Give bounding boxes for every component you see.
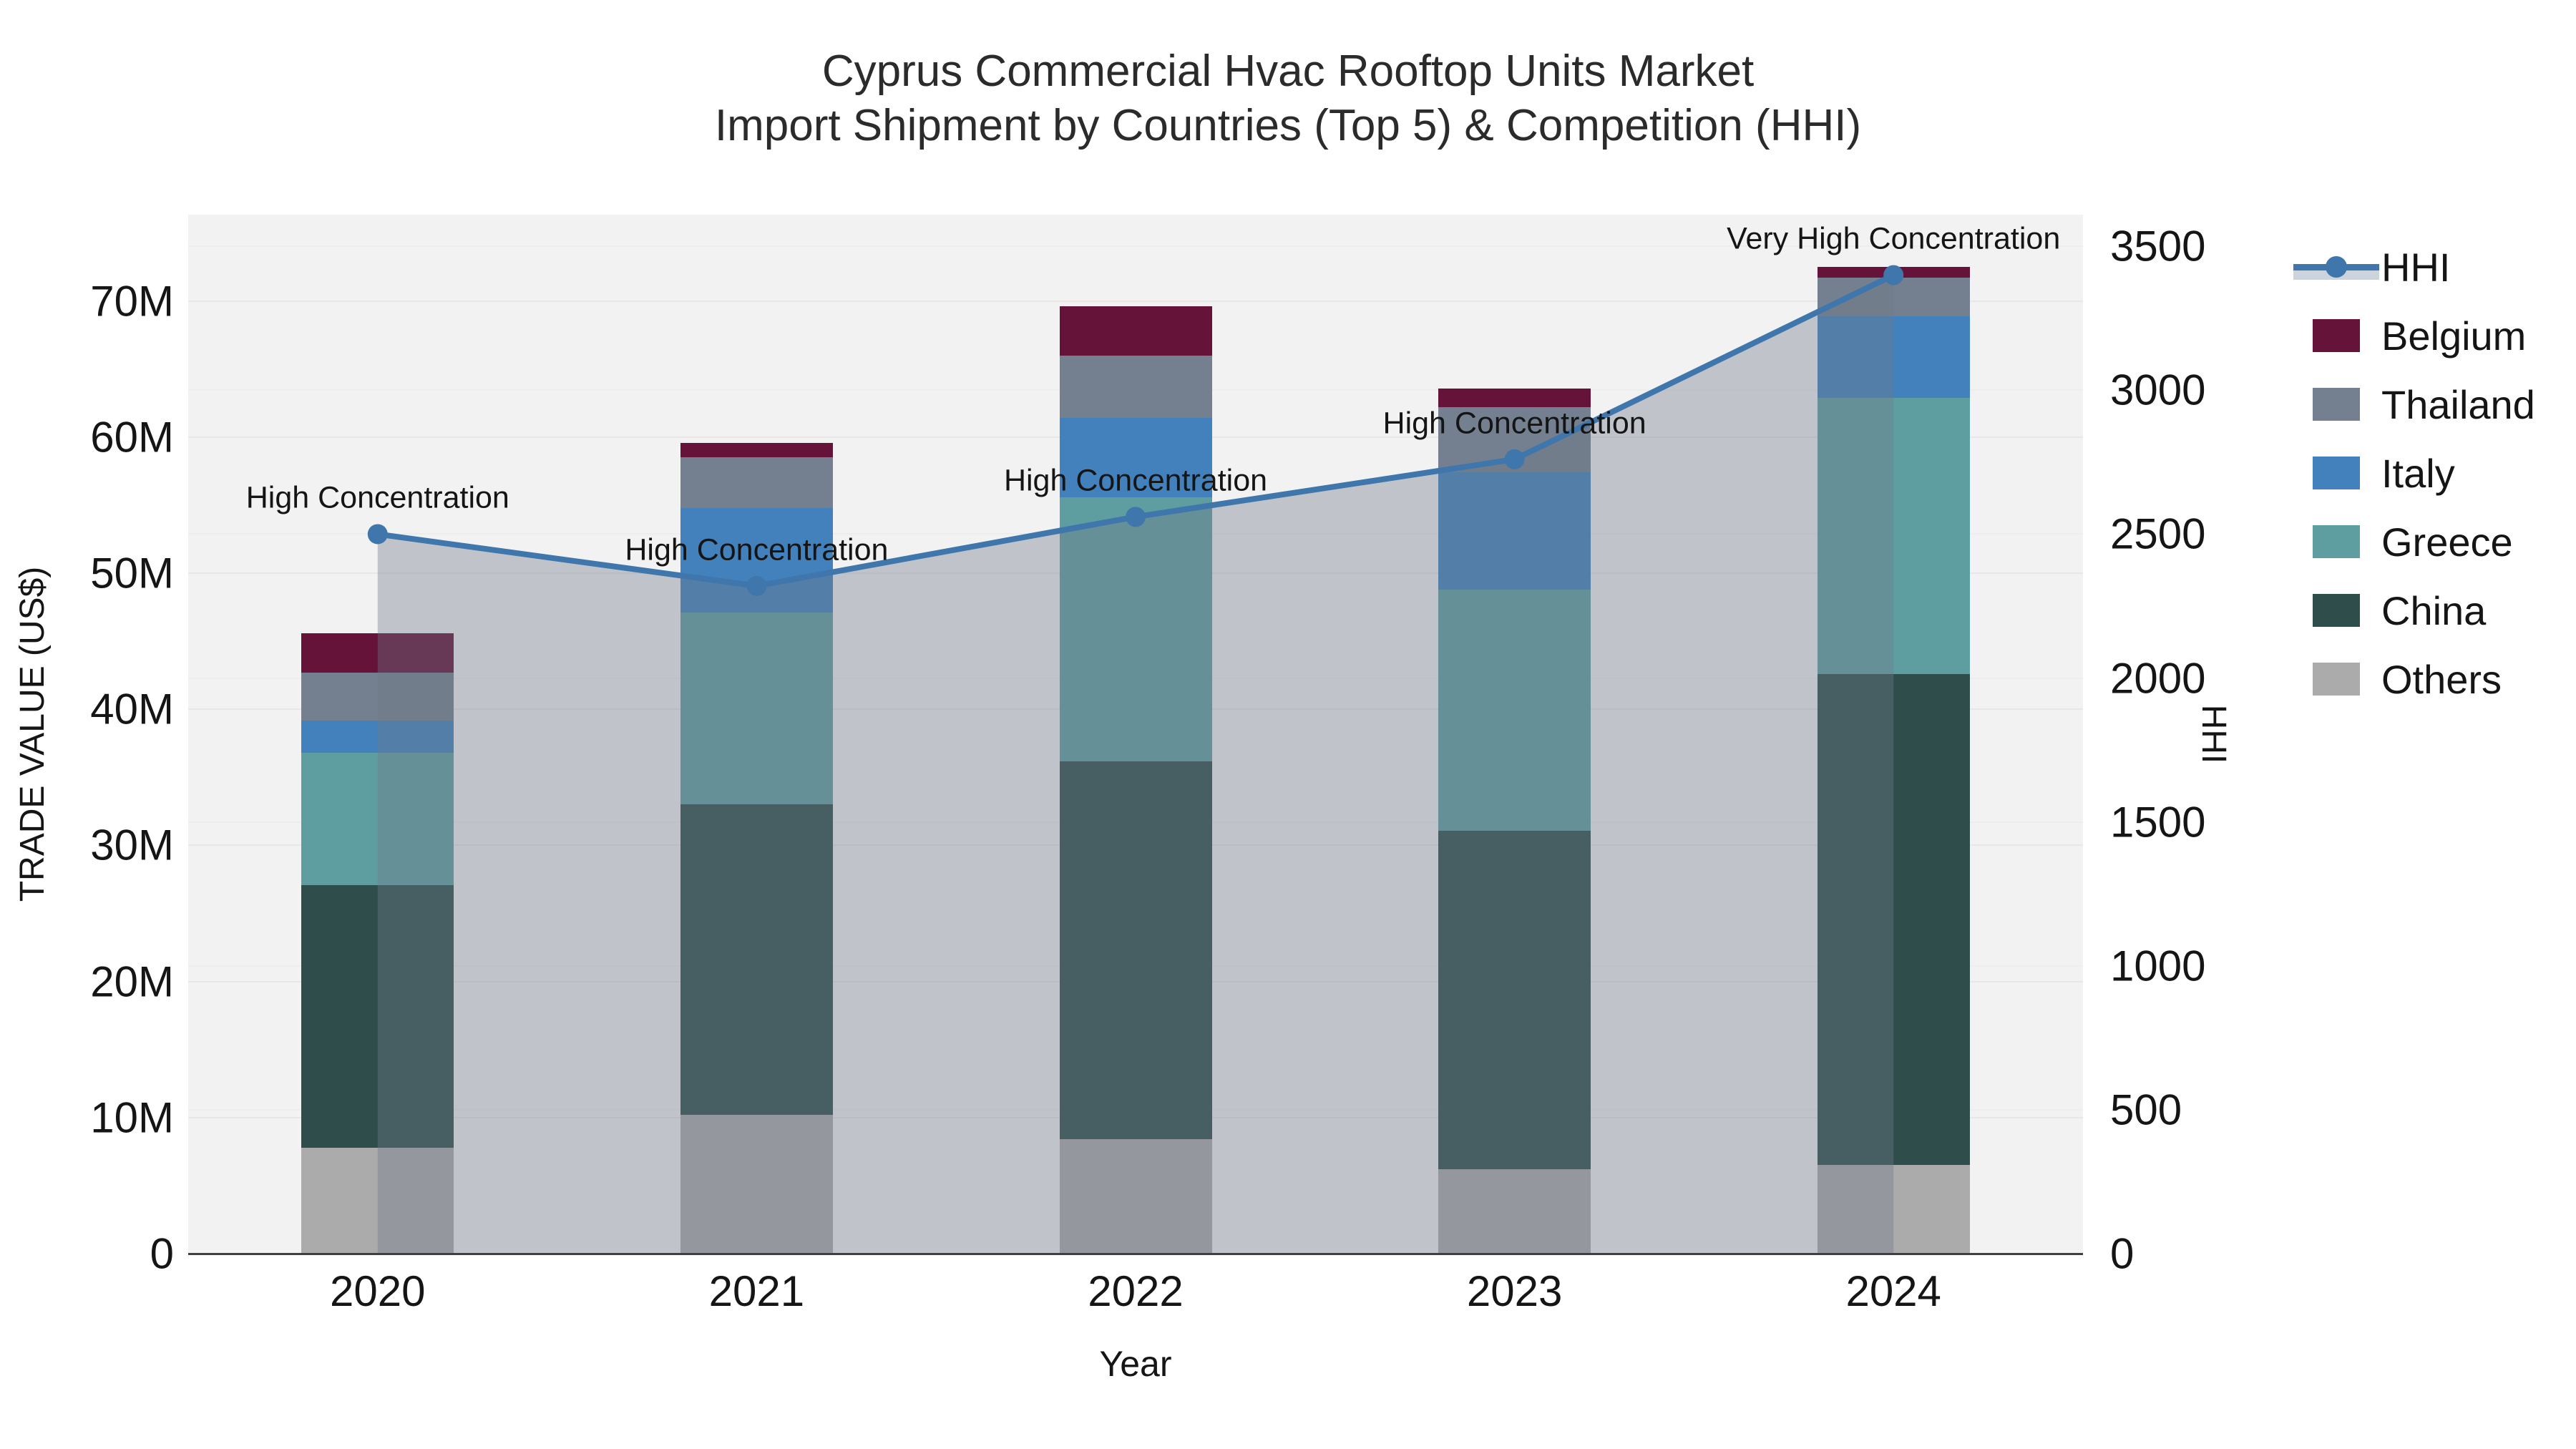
legend-item-italy[interactable]: Italy xyxy=(2293,439,2535,507)
bar-2024-china xyxy=(1817,673,1970,1166)
bar-2020-greece xyxy=(301,753,454,885)
hhi-marker-2023 xyxy=(1504,449,1525,469)
legend-label-others: Others xyxy=(2381,656,2502,702)
bar-2022-italy xyxy=(1059,418,1212,497)
x-tick-2021: 2021 xyxy=(708,1267,805,1315)
annotation-2024: Very High Concentration xyxy=(1727,221,2061,256)
chart-title-line2: Import Shipment by Countries (Top 5) & C… xyxy=(714,101,1862,150)
legend-swatch-china xyxy=(2313,594,2360,627)
legend-label-china: China xyxy=(2381,587,2487,633)
y-left-tick-50M: 50M xyxy=(90,549,174,597)
x-axis-title: Year xyxy=(1099,1344,1172,1384)
y-right-tick-3500: 3500 xyxy=(2110,222,2206,270)
legend-label-belgium: Belgium xyxy=(2381,313,2527,358)
bar-2021-belgium xyxy=(680,442,833,458)
annotation-2021: High Concentration xyxy=(625,532,889,567)
bar-2023-others xyxy=(1438,1169,1591,1254)
bar-2022-belgium xyxy=(1059,306,1212,356)
annotation-2023: High Concentration xyxy=(1382,406,1646,441)
hhi-marker-2022 xyxy=(1126,507,1146,527)
hhi-legend-sample-icon xyxy=(2293,250,2379,283)
bar-2020-belgium xyxy=(301,633,454,673)
x-axis-line xyxy=(188,1253,2083,1255)
y-right-tick-1000: 1000 xyxy=(2110,942,2206,990)
y-axis-left-title: TRADE VALUE (US$) xyxy=(14,566,52,902)
annotation-2020: High Concentration xyxy=(245,480,509,515)
bar-2022-others xyxy=(1059,1139,1212,1254)
legend-item-others[interactable]: Others xyxy=(2293,645,2535,713)
bar-2022-china xyxy=(1059,761,1212,1140)
hhi-marker-2021 xyxy=(746,575,767,596)
x-tick-2020: 2020 xyxy=(330,1267,426,1315)
gridline-right-3500 xyxy=(188,245,2083,248)
y-left-tick-40M: 40M xyxy=(90,685,174,733)
y-left-tick-20M: 20M xyxy=(90,957,174,1006)
hhi-marker-2024 xyxy=(1883,265,1904,286)
bar-2023-china xyxy=(1438,830,1591,1170)
y-right-tick-500: 500 xyxy=(2110,1085,2182,1134)
y-right-tick-2500: 2500 xyxy=(2110,509,2206,558)
bar-2024-italy xyxy=(1817,316,1970,398)
y-left-tick-10M: 10M xyxy=(90,1093,174,1142)
chart-title-line1: Cyprus Commercial Hvac Rooftop Units Mar… xyxy=(821,47,1755,96)
bar-2020-china xyxy=(301,884,454,1148)
legend: HHI Belgium Thailand Italy Greece China Others xyxy=(2293,233,2535,713)
legend-item-belgium[interactable]: Belgium xyxy=(2293,301,2535,370)
y-right-tick-3000: 3000 xyxy=(2110,366,2206,414)
bar-2021-china xyxy=(680,804,833,1116)
bar-2020-italy xyxy=(301,720,454,753)
bar-2020-others xyxy=(301,1147,454,1254)
y-axis-right-title: HHI xyxy=(2195,704,2233,764)
legend-item-thailand[interactable]: Thailand xyxy=(2293,370,2535,439)
legend-swatch-italy xyxy=(2313,457,2360,489)
plot-area xyxy=(188,215,2083,1254)
bar-2024-greece xyxy=(1817,397,1970,674)
legend-label-thailand: Thailand xyxy=(2381,381,2535,427)
bar-2021-thailand xyxy=(680,457,833,508)
legend-label-italy: Italy xyxy=(2381,450,2455,496)
y-left-tick-70M: 70M xyxy=(90,277,174,326)
chart-title: Cyprus Commercial Hvac Rooftop Units Mar… xyxy=(0,44,2576,153)
hhi-line-overlay xyxy=(367,265,1904,1254)
bar-2024-others xyxy=(1817,1165,1970,1254)
legend-item-hhi[interactable]: HHI xyxy=(2293,233,2535,301)
hhi-area-fill xyxy=(377,275,1894,1254)
legend-label-hhi: HHI xyxy=(2381,244,2451,290)
y-right-tick-1500: 1500 xyxy=(2110,798,2206,847)
bar-2021-others xyxy=(680,1115,833,1254)
gridline-left-70M xyxy=(188,300,2083,302)
bar-2022-greece xyxy=(1059,497,1212,761)
bar-2023-greece xyxy=(1438,589,1591,831)
legend-item-china[interactable]: China xyxy=(2293,576,2535,645)
y-left-tick-30M: 30M xyxy=(90,821,174,869)
y-left-tick-0: 0 xyxy=(150,1229,174,1278)
y-left-tick-60M: 60M xyxy=(90,413,174,462)
bar-2022-thailand xyxy=(1059,355,1212,419)
bar-2020-thailand xyxy=(301,672,454,721)
legend-label-greece: Greece xyxy=(2381,519,2513,565)
bar-2021-greece xyxy=(680,613,833,805)
x-tick-2023: 2023 xyxy=(1466,1267,1563,1315)
legend-swatch-others xyxy=(2313,663,2360,696)
x-tick-2022: 2022 xyxy=(1088,1267,1184,1315)
x-tick-2024: 2024 xyxy=(1845,1267,1941,1315)
hhi-legend-marker-icon xyxy=(2326,256,2347,278)
legend-swatch-belgium xyxy=(2313,319,2360,352)
legend-swatch-thailand xyxy=(2313,388,2360,421)
legend-item-greece[interactable]: Greece xyxy=(2293,507,2535,576)
bar-2023-italy xyxy=(1438,472,1591,590)
bar-2023-belgium xyxy=(1438,388,1591,408)
y-right-tick-2000: 2000 xyxy=(2110,654,2206,703)
annotation-2022: High Concentration xyxy=(1003,463,1268,498)
y-right-tick-0: 0 xyxy=(2110,1229,2135,1278)
legend-swatch-greece xyxy=(2313,525,2360,558)
hhi-marker-2020 xyxy=(367,524,388,545)
